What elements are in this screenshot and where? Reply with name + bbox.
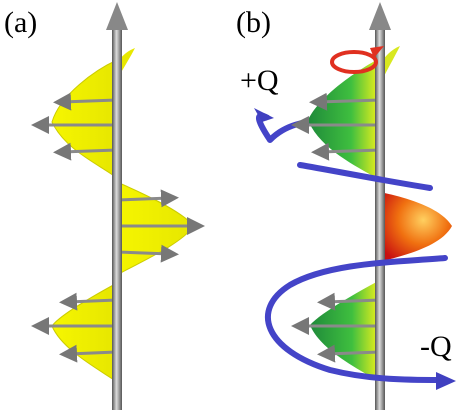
spin-lobe xyxy=(380,192,452,262)
spin-lobe xyxy=(52,60,117,178)
panel-b: (b) +Q -Q xyxy=(236,2,456,410)
axis xyxy=(375,26,385,410)
axis-arrowhead xyxy=(369,2,391,30)
helix-arrowhead xyxy=(436,372,456,390)
panel-a: (a) xyxy=(4,2,196,410)
spin-lobe xyxy=(308,58,380,180)
annotation: +Q xyxy=(240,64,279,97)
panel-label: (a) xyxy=(4,6,37,39)
spin-lobe xyxy=(117,182,194,275)
axis xyxy=(112,26,122,410)
rotation-arrow xyxy=(332,52,376,72)
annotation: -Q xyxy=(420,330,452,363)
panel-label: (b) xyxy=(236,6,271,39)
figure: (a) (b) +Q -Q xyxy=(0,0,464,413)
spin-lobe xyxy=(52,283,117,382)
axis-arrowhead xyxy=(106,2,128,30)
